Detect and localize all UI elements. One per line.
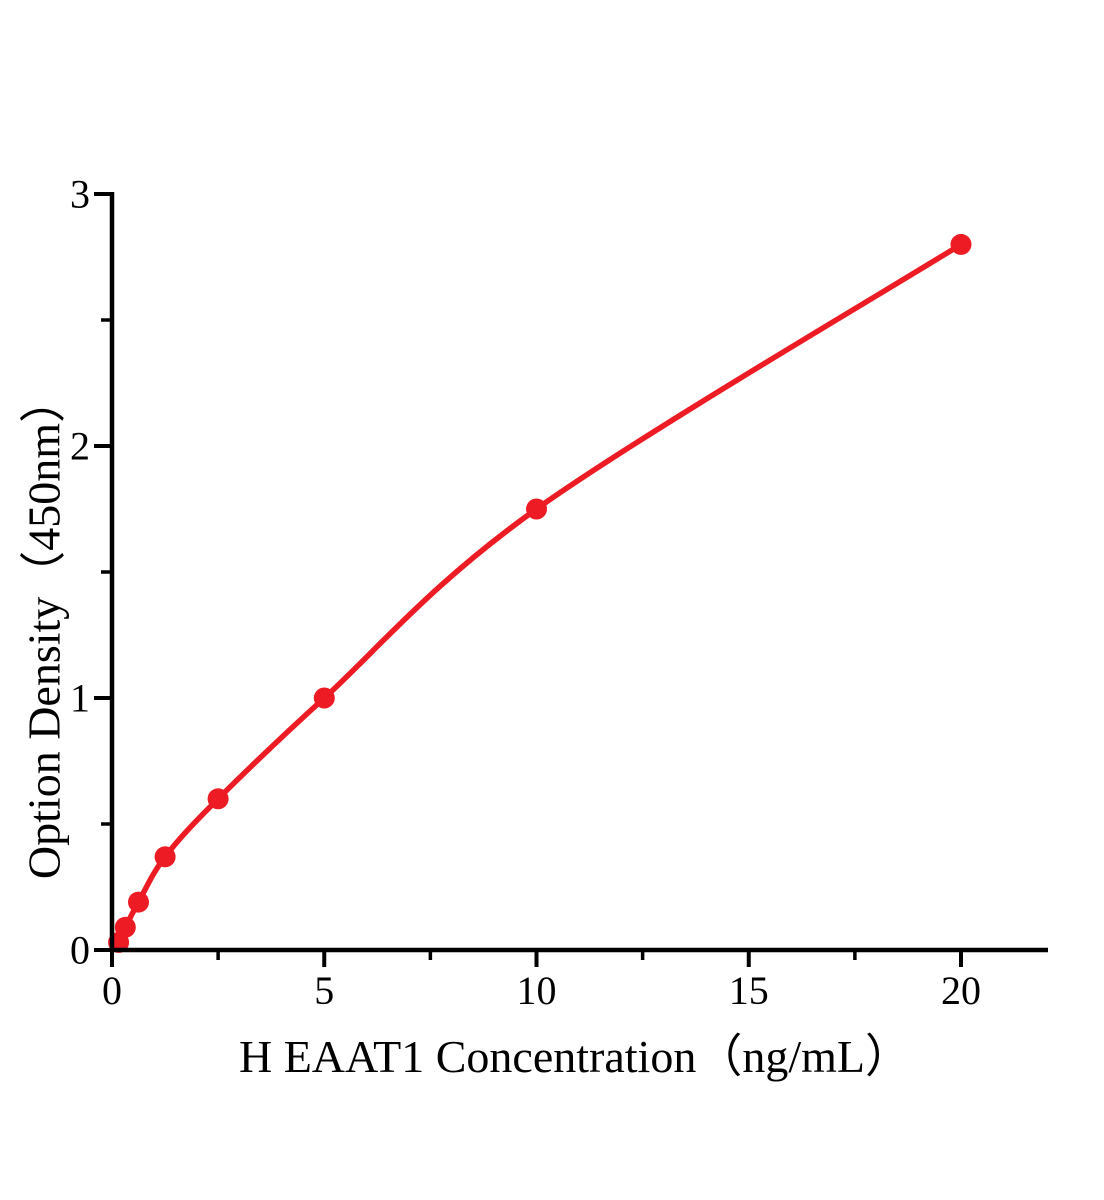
x-tick-label: 10 [517, 968, 557, 1013]
data-point-marker [313, 687, 335, 709]
x-tick-label: 0 [102, 968, 122, 1013]
data-point-marker [950, 233, 972, 255]
x-tick-label: 5 [314, 968, 334, 1013]
x-tick-label: 15 [729, 968, 769, 1013]
data-point-marker [207, 788, 229, 810]
y-tick-label: 3 [70, 172, 90, 217]
y-tick-label: 0 [70, 928, 90, 973]
data-point-marker [154, 846, 176, 868]
data-point-marker [526, 498, 547, 520]
y-axis-title: Option Density（450nm） [19, 377, 70, 879]
y-tick-label: 1 [70, 676, 90, 721]
tick-labels-layer: 0 5 10 15 20 0 1 2 3 [70, 172, 981, 1014]
curve-and-markers-layer [108, 233, 972, 953]
y-tick-label: 2 [70, 424, 90, 469]
data-point-marker [114, 916, 136, 938]
x-axis-title: H EAAT1 Concentration（ng/mL） [239, 1031, 911, 1082]
data-point-marker [128, 891, 149, 913]
axes-layer [94, 192, 1048, 967]
standard-curve-line [109, 241, 964, 953]
x-tick-label: 20 [941, 968, 981, 1013]
